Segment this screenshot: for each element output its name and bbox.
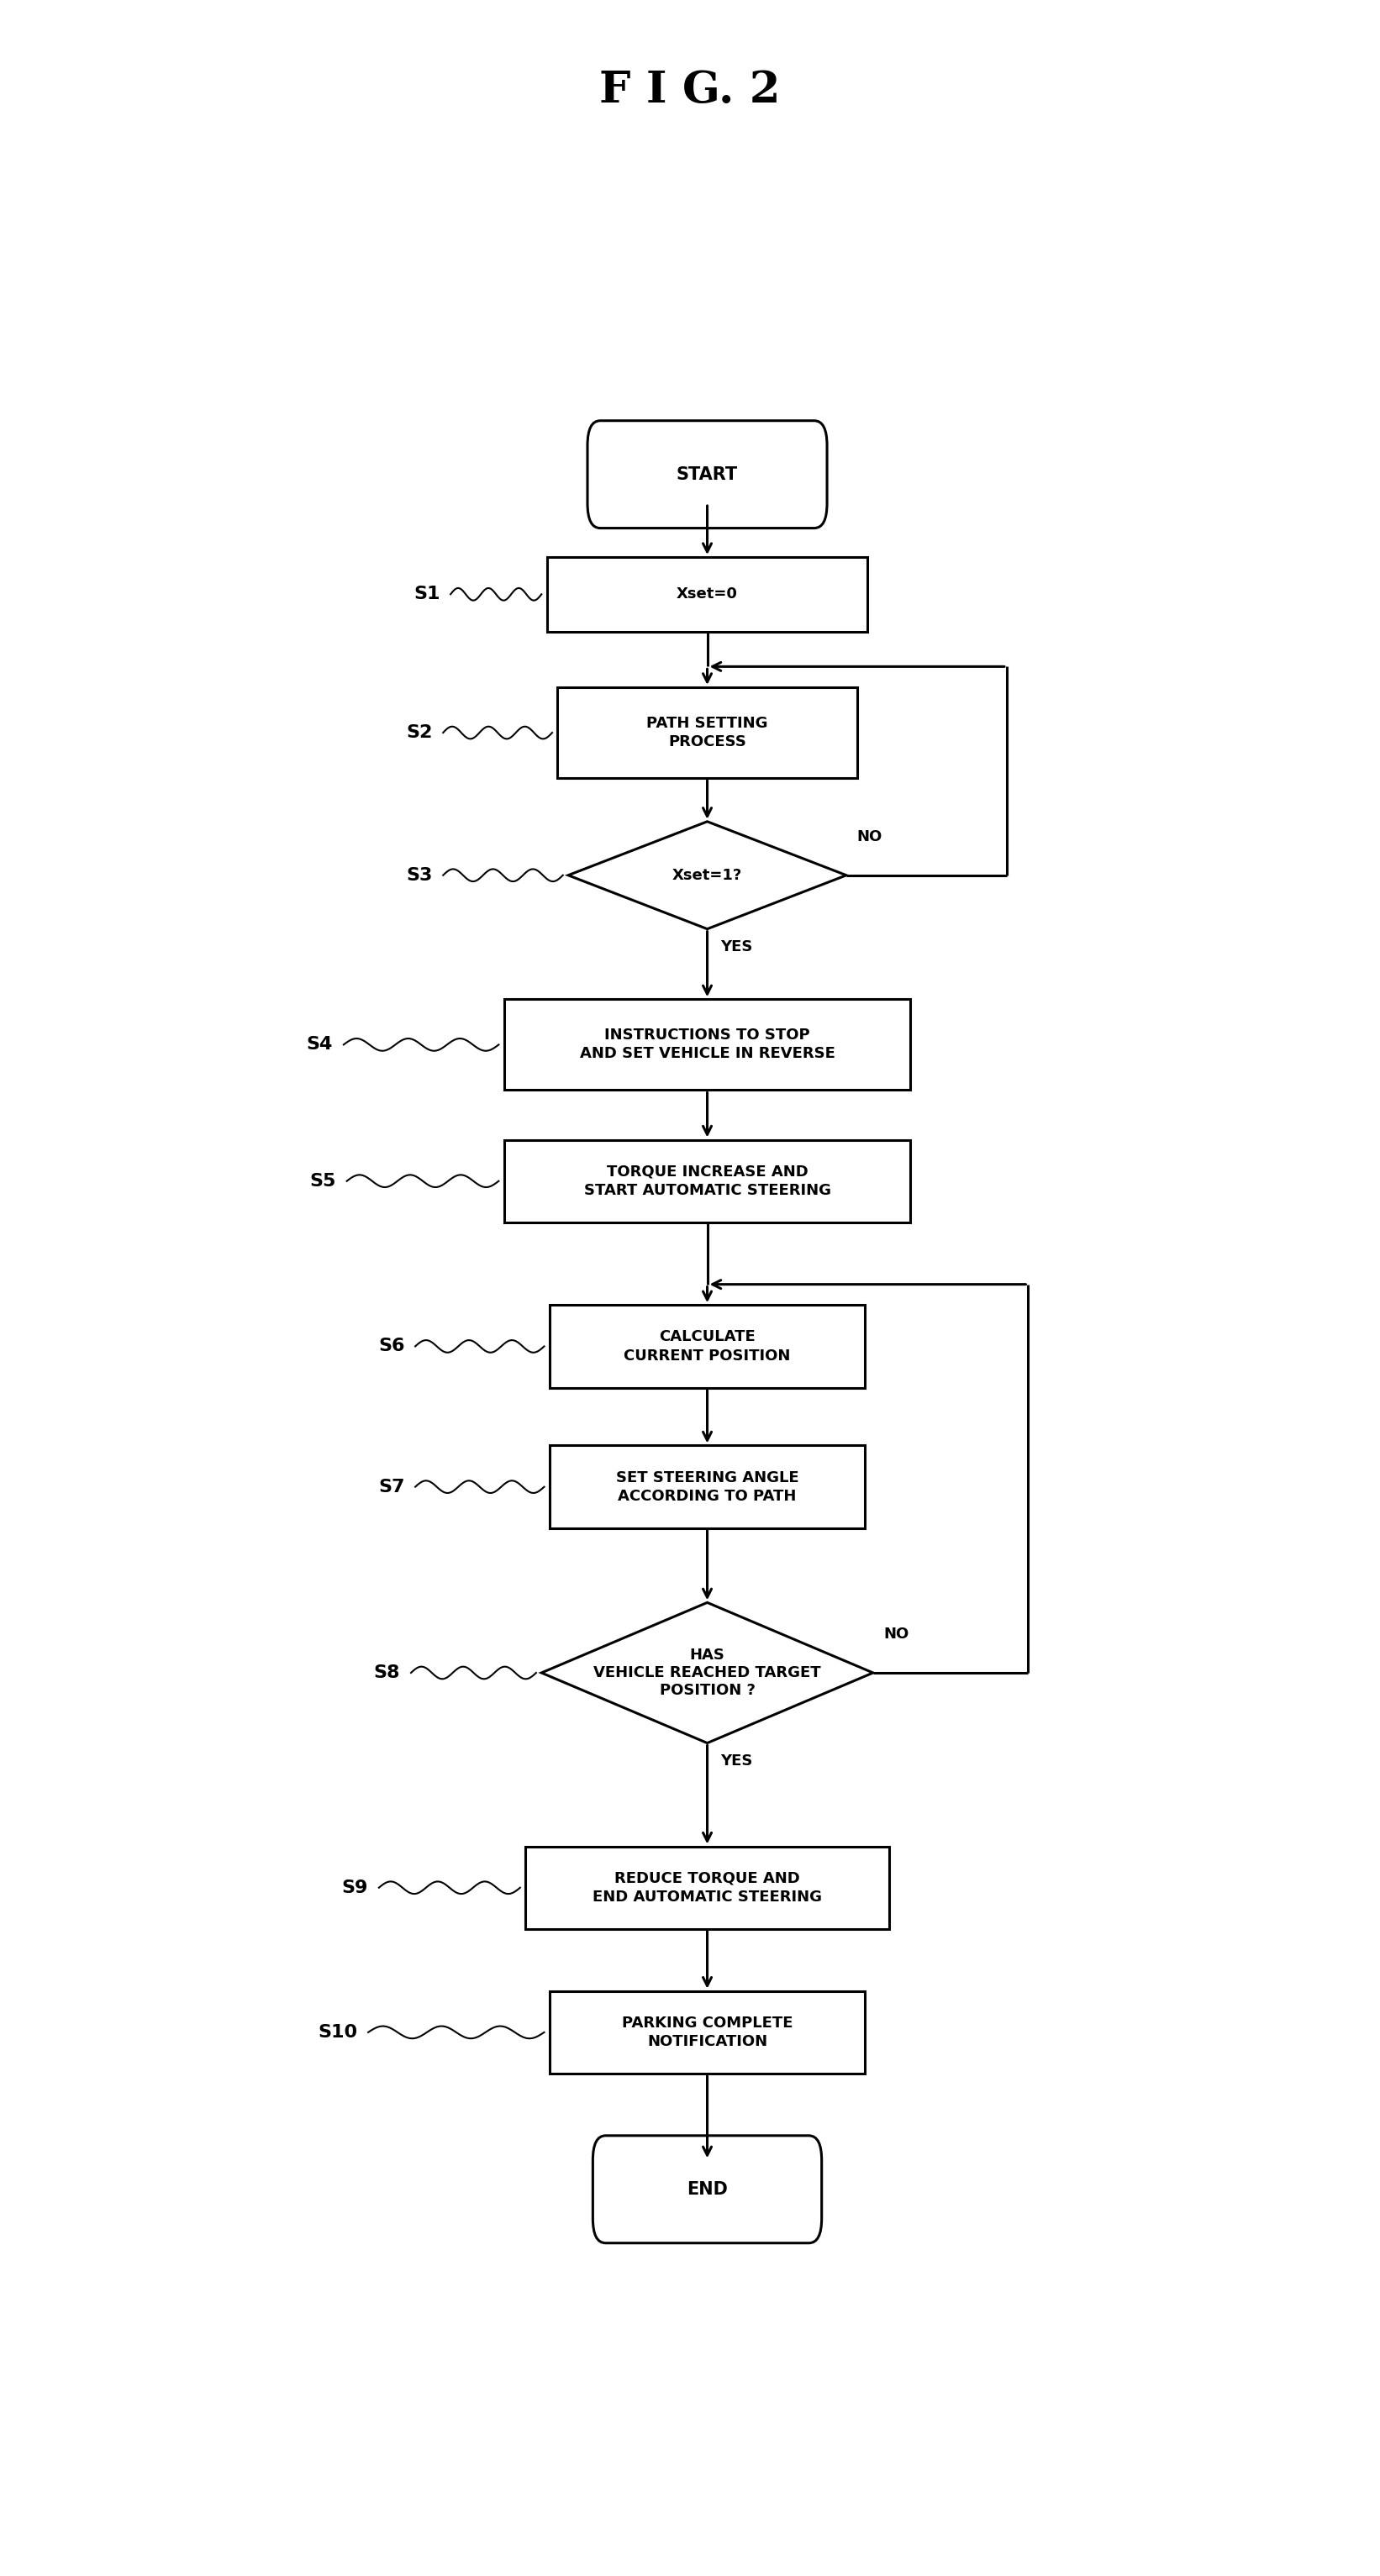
Bar — [526, 1847, 889, 1929]
Text: S8: S8 — [374, 1664, 400, 1682]
Text: F I G. 2: F I G. 2 — [599, 70, 781, 111]
Text: S9: S9 — [342, 1880, 368, 1896]
Text: SET STEERING ANGLE
ACCORDING TO PATH: SET STEERING ANGLE ACCORDING TO PATH — [615, 1471, 799, 1504]
Polygon shape — [541, 1602, 874, 1744]
Bar — [549, 1445, 865, 1528]
Text: S10: S10 — [317, 2025, 357, 2040]
Text: S7: S7 — [378, 1479, 404, 1494]
Bar — [504, 1139, 911, 1224]
Text: HAS
VEHICLE REACHED TARGET
POSITION ?: HAS VEHICLE REACHED TARGET POSITION ? — [593, 1649, 821, 1698]
Text: YES: YES — [720, 940, 752, 956]
Text: S4: S4 — [306, 1036, 333, 1054]
Bar — [549, 1991, 865, 2074]
Bar — [558, 688, 857, 778]
Text: NO: NO — [857, 829, 882, 845]
Text: TORQUE INCREASE AND
START AUTOMATIC STEERING: TORQUE INCREASE AND START AUTOMATIC STEE… — [584, 1164, 831, 1198]
FancyBboxPatch shape — [588, 420, 827, 528]
Bar — [546, 556, 868, 631]
Bar — [504, 999, 911, 1090]
Text: YES: YES — [720, 1754, 752, 1770]
Text: PARKING COMPLETE
NOTIFICATION: PARKING COMPLETE NOTIFICATION — [622, 2014, 792, 2048]
Text: Xset=1?: Xset=1? — [672, 868, 742, 884]
FancyBboxPatch shape — [593, 2136, 821, 2244]
Polygon shape — [569, 822, 846, 930]
Text: PATH SETTING
PROCESS: PATH SETTING PROCESS — [646, 716, 769, 750]
Text: S1: S1 — [414, 585, 440, 603]
Text: START: START — [676, 466, 738, 482]
Text: Xset=0: Xset=0 — [676, 587, 738, 603]
Text: INSTRUCTIONS TO STOP
AND SET VEHICLE IN REVERSE: INSTRUCTIONS TO STOP AND SET VEHICLE IN … — [580, 1028, 835, 1061]
Text: END: END — [687, 2182, 727, 2197]
Text: S2: S2 — [406, 724, 432, 742]
Text: CALCULATE
CURRENT POSITION: CALCULATE CURRENT POSITION — [624, 1329, 791, 1363]
Text: NO: NO — [883, 1625, 909, 1641]
Text: S6: S6 — [378, 1337, 404, 1355]
Text: REDUCE TORQUE AND
END AUTOMATIC STEERING: REDUCE TORQUE AND END AUTOMATIC STEERING — [592, 1870, 822, 1904]
Text: S3: S3 — [406, 868, 432, 884]
Text: S5: S5 — [309, 1172, 337, 1190]
Bar — [549, 1306, 865, 1388]
